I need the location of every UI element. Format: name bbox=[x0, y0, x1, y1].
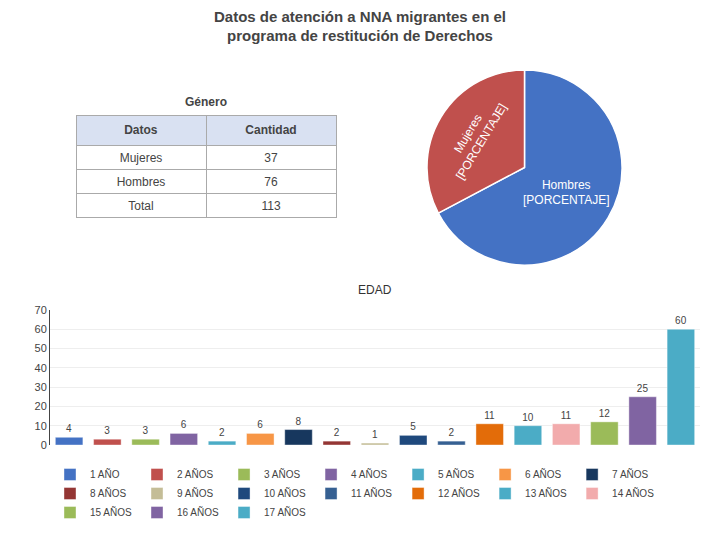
svg-text:60: 60 bbox=[675, 315, 687, 326]
svg-text:1 AÑO: 1 AÑO bbox=[90, 468, 120, 480]
svg-text:2 AÑOS: 2 AÑOS bbox=[177, 468, 213, 480]
svg-text:10: 10 bbox=[35, 420, 47, 432]
svg-text:8: 8 bbox=[296, 416, 302, 427]
svg-text:70: 70 bbox=[35, 304, 47, 316]
svg-text:20: 20 bbox=[35, 400, 47, 412]
svg-text:40: 40 bbox=[35, 362, 47, 374]
svg-text:16 AÑOS: 16 AÑOS bbox=[177, 506, 219, 518]
svg-text:17 AÑOS: 17 AÑOS bbox=[264, 506, 306, 518]
svg-text:76: 76 bbox=[264, 175, 278, 189]
svg-text:Hombres[PORCENTAJE]: Hombres[PORCENTAJE] bbox=[523, 178, 609, 208]
svg-text:3: 3 bbox=[104, 425, 110, 436]
svg-text:12: 12 bbox=[599, 408, 611, 419]
svg-text:Cantidad: Cantidad bbox=[245, 123, 296, 137]
svg-text:50: 50 bbox=[35, 342, 47, 354]
svg-text:2: 2 bbox=[219, 427, 225, 438]
svg-text:Mujeres[PORCENTAJE]: Mujeres[PORCENTAJE] bbox=[440, 93, 510, 182]
svg-text:3 AÑOS: 3 AÑOS bbox=[264, 468, 300, 480]
svg-text:Mujeres: Mujeres bbox=[120, 151, 163, 165]
svg-text:11: 11 bbox=[484, 410, 495, 421]
svg-text:60: 60 bbox=[35, 323, 47, 335]
svg-text:25: 25 bbox=[637, 383, 649, 394]
svg-text:30: 30 bbox=[35, 381, 47, 393]
svg-text:6: 6 bbox=[257, 419, 263, 430]
svg-text:0: 0 bbox=[41, 439, 47, 451]
svg-text:5: 5 bbox=[410, 421, 416, 432]
svg-text:10 AÑOS: 10 AÑOS bbox=[264, 487, 306, 499]
svg-text:11: 11 bbox=[561, 410, 572, 421]
svg-text:Datos: Datos bbox=[124, 123, 158, 137]
svg-text:37: 37 bbox=[264, 151, 278, 165]
svg-text:5 AÑOS: 5 AÑOS bbox=[438, 468, 474, 480]
svg-text:1: 1 bbox=[372, 429, 378, 440]
svg-text:6: 6 bbox=[181, 419, 187, 430]
svg-text:EDAD: EDAD bbox=[358, 283, 392, 297]
svg-text:11 AÑOS: 11 AÑOS bbox=[351, 487, 392, 499]
svg-text:113: 113 bbox=[261, 199, 280, 213]
svg-text:9 AÑOS: 9 AÑOS bbox=[177, 487, 213, 499]
svg-text:2: 2 bbox=[448, 427, 454, 438]
svg-text:3: 3 bbox=[143, 425, 149, 436]
svg-text:12 AÑOS: 12 AÑOS bbox=[438, 487, 480, 499]
svg-text:4 AÑOS: 4 AÑOS bbox=[351, 468, 387, 480]
svg-text:7 AÑOS: 7 AÑOS bbox=[612, 468, 648, 480]
svg-text:4: 4 bbox=[66, 423, 72, 434]
svg-text:14 AÑOS: 14 AÑOS bbox=[612, 487, 654, 499]
svg-text:Género: Género bbox=[185, 95, 227, 109]
svg-text:8 AÑOS: 8 AÑOS bbox=[90, 487, 126, 499]
svg-text:Datos de atención a NNA migran: Datos de atención a NNA migrantes en elp… bbox=[214, 8, 506, 45]
svg-text:Total: Total bbox=[128, 199, 153, 213]
svg-text:Hombres: Hombres bbox=[117, 175, 166, 189]
svg-text:2: 2 bbox=[334, 427, 340, 438]
svg-text:6 AÑOS: 6 AÑOS bbox=[525, 468, 561, 480]
svg-text:10: 10 bbox=[522, 412, 534, 423]
svg-text:13 AÑOS: 13 AÑOS bbox=[525, 487, 567, 499]
svg-text:15 AÑOS: 15 AÑOS bbox=[90, 506, 132, 518]
